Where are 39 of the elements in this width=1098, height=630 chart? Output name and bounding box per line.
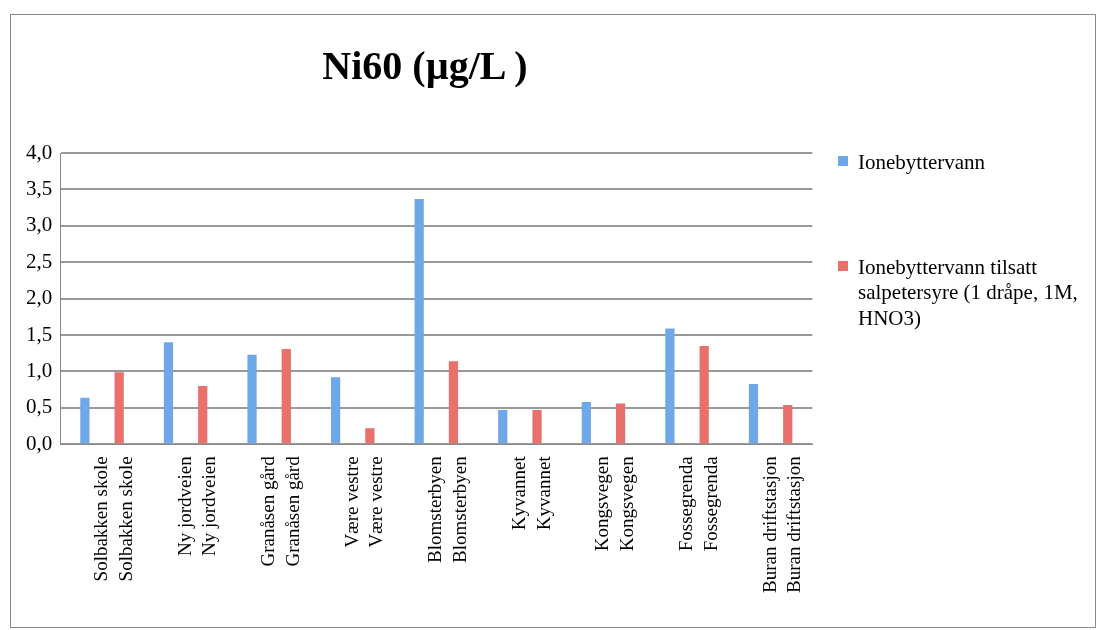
y-tick-label: 4,0: [26, 139, 53, 164]
y-tick-label: 2,5: [26, 248, 53, 273]
chart-title: Ni60 (µg/L ): [322, 43, 528, 89]
y-tick-label: 2,0: [26, 285, 53, 310]
legend-label: Ionebyttervann: [858, 150, 986, 176]
x-tick-label: Kyvannet Kyvannet: [507, 455, 554, 531]
bar: [748, 383, 759, 444]
bar: [114, 372, 124, 444]
y-tick-label: 1,0: [26, 358, 53, 383]
x-tick-label: Buran driftstasjon Buran driftstasjon: [758, 455, 805, 594]
y-tick-label: 0,0: [26, 430, 53, 455]
bar: [414, 198, 424, 444]
y-tick-label: 0,5: [26, 394, 53, 419]
x-tick-label: Ny jordveien Ny jordveien: [173, 455, 220, 557]
bar: [581, 402, 591, 444]
bar: [281, 348, 291, 444]
x-tick-label: Fossegrenda Fossegrenda: [675, 455, 721, 552]
x-tick-label: Kongsvegen Kongsvegen: [591, 455, 638, 552]
y-tick-label: 3,0: [26, 212, 53, 237]
bar: [665, 328, 675, 444]
x-tick-label: Være vestre Være vestre: [340, 456, 387, 548]
bar: [163, 342, 174, 444]
bar: [247, 354, 257, 444]
bar: [448, 361, 459, 444]
bar: [783, 405, 793, 444]
y-tick-label: 3,5: [26, 175, 53, 200]
bar: [532, 410, 542, 444]
x-tick-label: Blomsterbyen Blomsterbyen: [424, 455, 470, 563]
x-tick-label: Granåsen gård Granåsen gård: [257, 455, 303, 567]
bar: [498, 410, 508, 444]
bar: [365, 428, 375, 444]
bar: [198, 386, 208, 444]
bar: [615, 403, 626, 444]
x-tick-label: Solbakken skole Solbakken skole: [90, 456, 136, 582]
bar: [330, 377, 341, 444]
bar: [80, 397, 90, 444]
bar: [699, 346, 709, 444]
legend-label: Ionebyttervann tilsatt salpetersyre (1 dråpe, 1M, HNO3): [858, 255, 1079, 331]
y-tick-label: 1,5: [26, 321, 53, 346]
